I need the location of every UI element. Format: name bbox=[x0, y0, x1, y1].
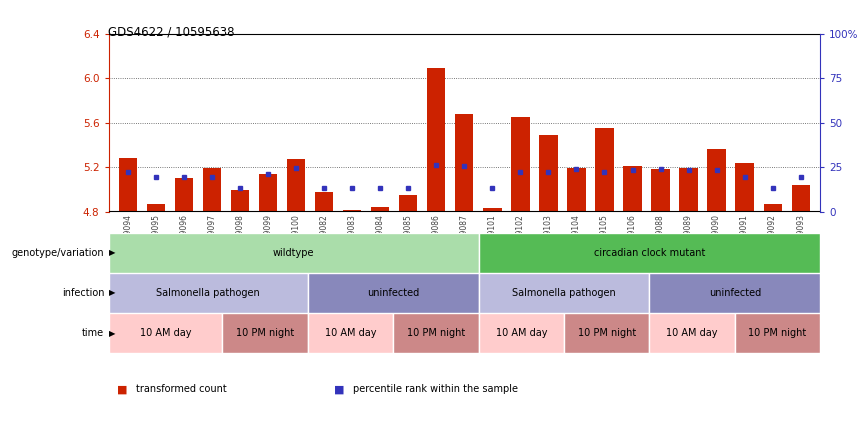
Text: ▶: ▶ bbox=[109, 288, 115, 297]
Text: time: time bbox=[82, 328, 104, 338]
Text: Salmonella pathogen: Salmonella pathogen bbox=[512, 288, 616, 298]
Text: transformed count: transformed count bbox=[136, 384, 227, 394]
Bar bbox=[792, 185, 810, 212]
Bar bbox=[483, 208, 502, 212]
Bar bbox=[147, 204, 165, 212]
Text: Salmonella pathogen: Salmonella pathogen bbox=[156, 288, 260, 298]
Bar bbox=[735, 313, 820, 353]
Text: 10 AM day: 10 AM day bbox=[496, 328, 547, 338]
Bar bbox=[649, 273, 820, 313]
Bar bbox=[222, 313, 308, 353]
Bar bbox=[568, 168, 586, 212]
Bar bbox=[651, 169, 669, 212]
Bar bbox=[478, 313, 564, 353]
Bar bbox=[623, 166, 641, 212]
Bar bbox=[735, 162, 753, 212]
Bar bbox=[203, 168, 221, 212]
Bar bbox=[680, 168, 698, 212]
Bar bbox=[287, 159, 306, 212]
Bar bbox=[564, 313, 649, 353]
Text: 10 PM night: 10 PM night bbox=[407, 328, 465, 338]
Text: uninfected: uninfected bbox=[367, 288, 419, 298]
Text: 10 AM day: 10 AM day bbox=[325, 328, 376, 338]
Bar bbox=[595, 128, 614, 212]
Text: genotype/variation: genotype/variation bbox=[11, 248, 104, 258]
Text: 10 PM night: 10 PM night bbox=[236, 328, 294, 338]
Bar bbox=[108, 273, 308, 313]
Bar bbox=[119, 158, 137, 212]
Bar bbox=[478, 273, 649, 313]
Bar bbox=[707, 149, 726, 212]
Text: wildtype: wildtype bbox=[273, 248, 314, 258]
Text: infection: infection bbox=[62, 288, 104, 298]
Bar bbox=[427, 68, 445, 212]
Text: 10 PM night: 10 PM night bbox=[577, 328, 636, 338]
Bar bbox=[372, 207, 390, 212]
Bar bbox=[539, 135, 557, 212]
Bar bbox=[108, 233, 478, 273]
Bar bbox=[315, 192, 333, 212]
Text: percentile rank within the sample: percentile rank within the sample bbox=[353, 384, 518, 394]
Bar bbox=[478, 233, 820, 273]
Text: 10 AM day: 10 AM day bbox=[140, 328, 191, 338]
Text: GDS4622 / 10595638: GDS4622 / 10595638 bbox=[108, 25, 235, 38]
Text: 10 PM night: 10 PM night bbox=[748, 328, 806, 338]
Bar bbox=[511, 117, 529, 212]
Bar bbox=[108, 313, 222, 353]
Text: 10 AM day: 10 AM day bbox=[667, 328, 718, 338]
Bar bbox=[399, 195, 418, 212]
Bar bbox=[231, 190, 249, 212]
Bar bbox=[260, 174, 278, 212]
Text: ■: ■ bbox=[117, 384, 128, 394]
Text: ▶: ▶ bbox=[109, 329, 115, 338]
Bar bbox=[343, 210, 361, 212]
Bar bbox=[308, 313, 393, 353]
Bar bbox=[308, 273, 478, 313]
Bar bbox=[456, 114, 473, 212]
Text: ▶: ▶ bbox=[109, 248, 115, 257]
Text: circadian clock mutant: circadian clock mutant bbox=[594, 248, 705, 258]
Text: ■: ■ bbox=[334, 384, 345, 394]
Bar bbox=[764, 204, 782, 212]
Bar bbox=[393, 313, 478, 353]
Bar bbox=[175, 178, 194, 212]
Bar bbox=[649, 313, 735, 353]
Text: uninfected: uninfected bbox=[709, 288, 761, 298]
